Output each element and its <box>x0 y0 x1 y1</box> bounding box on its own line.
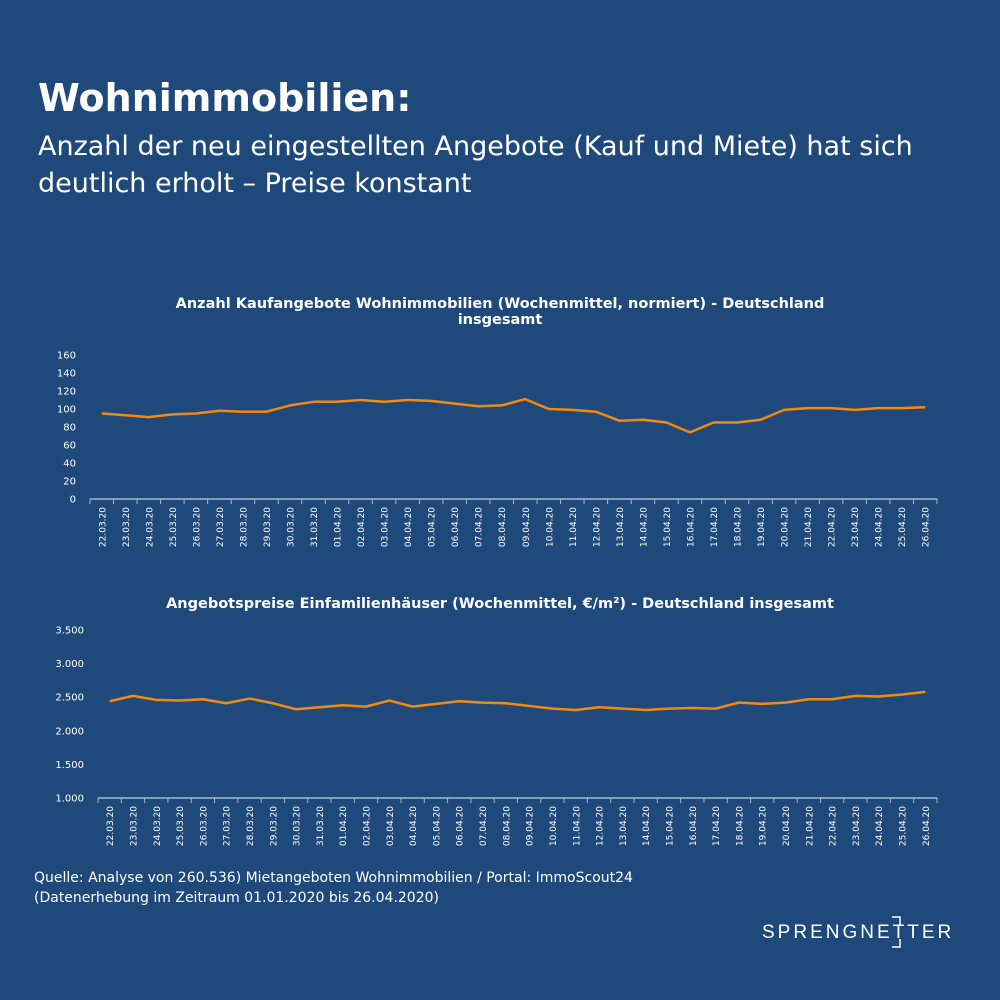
chart2-xtick-label: 09.04.20 <box>526 806 536 846</box>
chart2-xtick-label: 05.04.20 <box>432 806 442 846</box>
chart2-ytick: 3.500 <box>55 626 84 637</box>
chart1-xtick-label: 24.04.20 <box>875 507 885 547</box>
chart2-xtick-label: 03.04.20 <box>386 806 396 846</box>
chart1-xtick-label: 11.04.20 <box>569 507 579 547</box>
chart2-xtick-label: 01.04.20 <box>339 806 349 846</box>
chart1-xtick-label: 06.04.20 <box>451 507 461 547</box>
source-line-1: Quelle: Analyse von 260.536) Mietangebot… <box>34 870 633 886</box>
chart2-xtick-label: 25.04.20 <box>899 806 909 846</box>
chart2-xtick-label: 26.03.20 <box>199 806 209 846</box>
chart2-xtick-label: 07.04.20 <box>479 806 489 846</box>
chart2-xtick-label: 29.03.20 <box>269 806 279 846</box>
chart2-xtick-label: 23.03.20 <box>129 806 139 846</box>
chart2-ytick: 1.500 <box>55 760 84 771</box>
chart2-xtick-label: 23.04.20 <box>852 806 862 846</box>
chart1-ytick: 160 <box>57 351 76 362</box>
chart1-title: Anzahl Kaufangebote Wohnimmobilien (Woch… <box>175 296 825 328</box>
chart2-xtick-label: 20.04.20 <box>782 806 792 846</box>
chart1-xtick-label: 31.03.20 <box>310 507 320 547</box>
chart2-xtick-label: 08.04.20 <box>502 806 512 846</box>
chart1-ytick: 20 <box>63 477 76 488</box>
chart2-xtick-label: 25.03.20 <box>176 806 186 846</box>
chart1-xtick-label: 04.04.20 <box>404 507 414 547</box>
chart2-xtick-label: 17.04.20 <box>712 806 722 846</box>
chart1-xtick-label: 24.03.20 <box>145 507 155 547</box>
chart2-xtick-label: 15.04.20 <box>665 806 675 846</box>
source-note: Quelle: Analyse von 260.536) Mietangebot… <box>34 868 633 908</box>
chart1-xtick-label: 22.03.20 <box>98 507 108 547</box>
chart2-ytick: 2.500 <box>55 693 84 704</box>
chart1-xtick-label: 14.04.20 <box>639 507 649 547</box>
chart2-xtick-label: 31.03.20 <box>316 806 326 846</box>
chart1-xtick-label: 29.03.20 <box>263 507 273 547</box>
chart1-xtick-label: 09.04.20 <box>522 507 532 547</box>
chart1-xtick-label: 27.03.20 <box>216 507 226 547</box>
chart2-title: Angebotspreise Einfamilienhäuser (Wochen… <box>166 596 834 612</box>
chart2-xtick-label: 04.04.20 <box>409 806 419 846</box>
chart1-xtick-label: 16.04.20 <box>686 507 696 547</box>
chart1-xtick-label: 18.04.20 <box>734 507 744 547</box>
chart2-xtick-label: 16.04.20 <box>689 806 699 846</box>
chart1-ytick: 120 <box>57 387 76 398</box>
chart1-xtick-label: 08.04.20 <box>498 507 508 547</box>
chart1-xtick-label: 17.04.20 <box>710 507 720 547</box>
chart2-xtick-label: 24.03.20 <box>153 806 163 846</box>
chart2-ytick: 2.000 <box>55 726 84 737</box>
chart1-ytick: 0 <box>70 495 76 506</box>
chart1-xtick-label: 23.03.20 <box>122 507 132 547</box>
chart1-xtick-label: 21.04.20 <box>804 507 814 547</box>
chart1-xtick-label: 22.04.20 <box>828 507 838 547</box>
chart1-xtick-label: 23.04.20 <box>851 507 861 547</box>
chart2-xtick-label: 21.04.20 <box>805 806 815 846</box>
chart2-xtick-label: 12.04.20 <box>596 806 606 846</box>
page-title: Wohnimmobilien: <box>38 76 412 120</box>
page-subtitle: Anzahl der neu eingestellten Angebote (K… <box>38 131 913 199</box>
chart1-xtick-label: 25.04.20 <box>898 507 908 547</box>
chart1-xtick-label: 19.04.20 <box>757 507 767 547</box>
sprengnetter-logo: SPRENGNETTER <box>762 922 955 943</box>
chart1-xtick-label: 15.04.20 <box>663 507 673 547</box>
chart2-xtick-label: 22.04.20 <box>829 806 839 846</box>
chart1-xtick-label: 12.04.20 <box>592 507 602 547</box>
chart2-xtick-label: 26.04.20 <box>922 806 932 846</box>
chart1-xtick-label: 28.03.20 <box>239 507 249 547</box>
chart1-ytick: 140 <box>57 369 76 380</box>
chart1-xtick-label: 13.04.20 <box>616 507 626 547</box>
chart1-ytick: 80 <box>63 423 76 434</box>
chart1-ytick: 60 <box>63 441 76 452</box>
chart2-xtick-label: 02.04.20 <box>363 806 373 846</box>
chart2-xtick-label: 11.04.20 <box>572 806 582 846</box>
chart2-ytick: 1.000 <box>55 794 84 805</box>
chart2-xtick-label: 18.04.20 <box>735 806 745 846</box>
chart1-xtick-label: 26.03.20 <box>192 507 202 547</box>
chart1-xtick-label: 10.04.20 <box>545 507 555 547</box>
chart1-xtick-label: 05.04.20 <box>428 507 438 547</box>
chart1-ytick: 100 <box>57 405 76 416</box>
chart2-xtick-label: 10.04.20 <box>549 806 559 846</box>
chart1-xtick-label: 03.04.20 <box>381 507 391 547</box>
logo-bracket-icon <box>892 916 901 948</box>
chart2-xtick-label: 06.04.20 <box>456 806 466 846</box>
chart1-xtick-label: 02.04.20 <box>357 507 367 547</box>
chart1-xtick-label: 20.04.20 <box>781 507 791 547</box>
chart1-ytick: 40 <box>63 459 76 470</box>
chart1-xtick-label: 30.03.20 <box>286 507 296 547</box>
chart2-xtick-label: 27.03.20 <box>223 806 233 846</box>
chart2-xtick-label: 28.03.20 <box>246 806 256 846</box>
chart1-xtick-label: 01.04.20 <box>334 507 344 547</box>
chart1-xtick-label: 07.04.20 <box>475 507 485 547</box>
chart2-xtick-label: 22.03.20 <box>106 806 116 846</box>
chart1-xtick-label: 25.03.20 <box>169 507 179 547</box>
chart2-xtick-label: 19.04.20 <box>759 806 769 846</box>
chart2-xtick-label: 14.04.20 <box>642 806 652 846</box>
chart2-series-line <box>109 690 926 712</box>
source-line-2: (Datenerhebung im Zeitraum 01.01.2020 bi… <box>34 890 439 906</box>
chart2-ytick: 3.000 <box>55 659 84 670</box>
chart2-xtick-label: 24.04.20 <box>875 806 885 846</box>
chart1-xtick-label: 26.04.20 <box>922 507 932 547</box>
chart2-xtick-label: 13.04.20 <box>619 806 629 846</box>
chart2-xtick-label: 30.03.20 <box>293 806 303 846</box>
chart1-series-line <box>101 397 926 434</box>
